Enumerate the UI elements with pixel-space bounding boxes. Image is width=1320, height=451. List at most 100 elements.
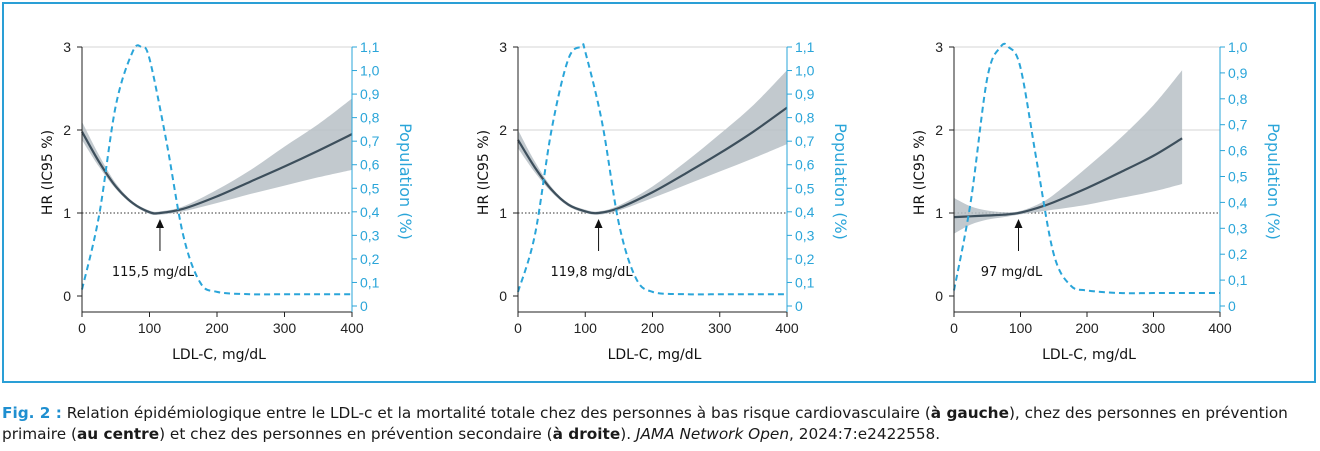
- y2-tick-label: 1,0: [795, 63, 815, 79]
- y-tick-label: 3: [935, 39, 943, 55]
- x-tick-label: 300: [273, 320, 297, 336]
- y2-tick-label: 0: [795, 298, 803, 314]
- y2-tick-label: 0,2: [795, 251, 815, 267]
- y2-tick-label: 0,7: [795, 133, 815, 149]
- y-tick-label: 0: [499, 288, 507, 304]
- x-tick-label: 200: [205, 320, 229, 336]
- x-tick-label: 400: [340, 320, 364, 336]
- x-axis-label: LDL-C, mg/dL: [1042, 347, 1136, 363]
- caption-text: primaire (: [2, 425, 77, 443]
- y2-tick-label: 0,6: [1228, 143, 1248, 159]
- y2-tick-label: 0,5: [360, 180, 380, 196]
- caption-bold: à droite: [552, 425, 621, 443]
- y2-tick-label: 0,5: [1228, 169, 1248, 185]
- x-tick-label: 0: [514, 320, 522, 336]
- y2-tick-label: 0,9: [1228, 65, 1248, 81]
- y-tick-label: 1: [935, 205, 943, 221]
- y2-tick-label: 0,9: [795, 86, 815, 102]
- y2-tick-label: 0,8: [360, 110, 380, 126]
- charts-area: 0 100 200 300 400012300,10,20,30,40,50,60,70…: [40, 39, 1283, 363]
- y2-axis-label: Population (%): [1264, 123, 1283, 240]
- x-axis-label: LDL-C, mg/dL: [608, 347, 702, 363]
- x-axis-label: LDL-C, mg/dL: [172, 347, 266, 363]
- ci-band: [954, 70, 1183, 234]
- caption-text: ).: [620, 425, 636, 443]
- y2-tick-label: 0,3: [1228, 220, 1248, 236]
- caption-bold: à gauche: [930, 404, 1009, 422]
- nadir-arrowhead: [1014, 219, 1023, 228]
- y2-tick-label: 0,4: [1228, 194, 1248, 210]
- y2-tick-label: 0,2: [1228, 246, 1248, 262]
- x-tick-label: 0: [950, 320, 958, 336]
- caption-text: , 2024:7:e2422558.: [789, 425, 941, 443]
- caption-fig-label: Fig. 2 :: [2, 404, 62, 422]
- y2-tick-label: 0,1: [360, 274, 380, 290]
- y2-tick-label: 0,3: [795, 227, 815, 243]
- y-tick-label: 1: [499, 205, 507, 221]
- y-tick-label: 2: [63, 122, 71, 138]
- y2-tick-label: 0: [360, 298, 368, 314]
- y2-axis-label: Population (%): [396, 123, 415, 240]
- y2-tick-label: 0,3: [360, 227, 380, 243]
- x-tick-label: 100: [574, 320, 598, 336]
- y2-tick-label: 0,8: [795, 110, 815, 126]
- hr-line: [517, 106, 788, 215]
- y2-tick-label: 0,8: [1228, 91, 1248, 107]
- hr-line: [81, 131, 353, 215]
- y2-tick-label: 1,1: [360, 39, 380, 55]
- nadir-arrowhead: [594, 219, 603, 228]
- y2-tick-label: 1,1: [795, 39, 815, 55]
- x-tick-label: 300: [708, 320, 732, 336]
- y-tick-label: 3: [63, 39, 71, 55]
- y2-tick-label: 0,7: [360, 133, 380, 149]
- population-line: [81, 44, 352, 296]
- figure-frame: [2, 2, 1316, 383]
- y-tick-label: 0: [935, 288, 943, 304]
- caption-journal: JAMA Network Open: [635, 425, 790, 443]
- y2-tick-label: 0: [1228, 298, 1236, 314]
- x-tick-label: 400: [1208, 320, 1232, 336]
- y-axis-label: HR (IC95 %): [476, 130, 492, 215]
- y-tick-label: 0: [63, 288, 71, 304]
- y2-tick-label: 1,0: [360, 63, 380, 79]
- y-axis-label: HR (IC95 %): [912, 130, 928, 215]
- y2-axis-label: Population (%): [831, 123, 850, 240]
- y2-tick-label: 0,6: [360, 157, 380, 173]
- nadir-label: 119,8 mg/dL: [550, 265, 633, 280]
- population-line: [517, 43, 787, 296]
- y-tick-label: 2: [499, 122, 507, 138]
- y2-tick-label: 0,5: [795, 180, 815, 196]
- chart-panel-center: 0 100 200 300 400 0 1 2 3 0 0,1 0,2 0,3 0,4 0,5 0,6 0,7 0…: [476, 39, 850, 363]
- ci-band: [518, 70, 787, 215]
- x-tick-label: 200: [1075, 320, 1099, 336]
- y2-tick-label: 0,4: [795, 204, 815, 220]
- y2-tick-label: 0,1: [1228, 272, 1248, 288]
- y2-tick-label: 0,1: [795, 274, 815, 290]
- y-tick-label: 1: [63, 205, 71, 221]
- hr-line: [953, 137, 1183, 219]
- nadir-label: 97 mg/dL: [981, 265, 1043, 280]
- x-tick-label: 100: [138, 320, 162, 336]
- y2-tick-label: 0,6: [795, 157, 815, 173]
- nadir-label: 115,5 mg/dL: [112, 265, 195, 280]
- x-tick-label: 400: [775, 320, 799, 336]
- y2-tick-label: 0,7: [1228, 117, 1248, 133]
- population-line: [953, 42, 1221, 295]
- chart-panel-left: 0 100 200 300 400 0 1 2 3 0 0,1 0,2 0,3 0,4 0,5 0,6 0,7 0…: [40, 39, 415, 363]
- caption-text: ) et chez des personnes en prévention se…: [159, 425, 553, 443]
- caption-text: ), chez des personnes en prévention: [1008, 404, 1288, 422]
- nadir-arrowhead: [155, 219, 164, 228]
- x-tick-label: 200: [641, 320, 665, 336]
- figure-caption: Fig. 2 : Relation épidémiologique entre …: [2, 403, 1318, 445]
- ci-band: [82, 98, 352, 216]
- y-tick-label: 3: [499, 39, 507, 55]
- x-tick-label: 300: [1142, 320, 1166, 336]
- y2-tick-label: 1,0: [1228, 39, 1248, 55]
- y2-tick-label: 0,2: [360, 251, 380, 267]
- y2-tick-label: 0,9: [360, 86, 380, 102]
- x-tick-label: 100: [1009, 320, 1033, 336]
- caption-bold: au centre: [76, 425, 160, 443]
- chart-panel-right: 0 100 200 300 400 0 1 2 3 0 0,1 0,2 0,3 0,4 0,5 0,6 0,7 0…: [912, 39, 1283, 363]
- y2-tick-label: 0,4: [360, 204, 380, 220]
- caption-text: Relation épidémiologique entre le LDL-c …: [61, 404, 931, 422]
